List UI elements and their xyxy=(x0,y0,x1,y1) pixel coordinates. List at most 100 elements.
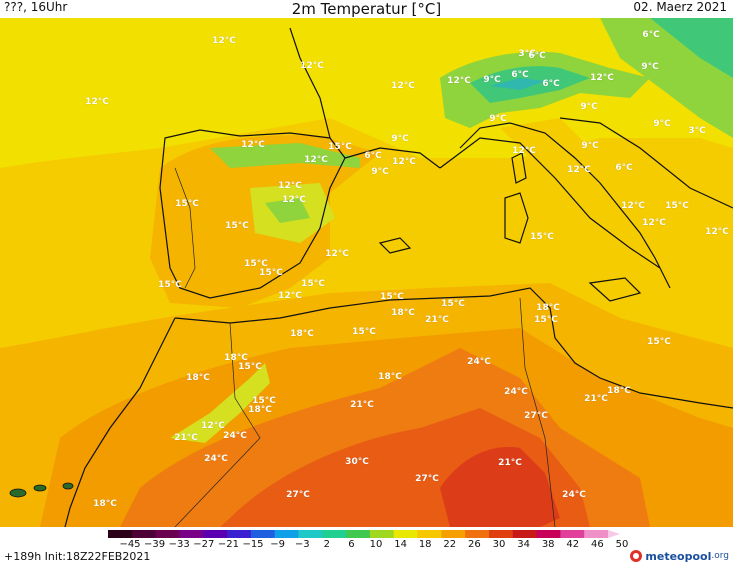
temperature-label: 9°C xyxy=(483,75,501,85)
temperature-label: 27°C xyxy=(524,411,548,421)
portugal-border xyxy=(174,167,196,289)
brand-logo[interactable]: meteopool .org xyxy=(629,547,729,565)
temperature-label: 12°C xyxy=(447,76,471,86)
temperature-label: 21°C xyxy=(174,433,198,443)
colorbar-tick-label: 2 xyxy=(323,539,330,550)
temperature-label: 21°C xyxy=(498,458,522,468)
temperature-label: 15°C xyxy=(380,292,404,302)
temperature-label: 15°C xyxy=(534,315,558,325)
colorbar-tick-label: −39 xyxy=(144,539,166,550)
iberia-coast xyxy=(159,129,346,299)
temperature-label: 9°C xyxy=(641,62,659,72)
temperature-label: 9°C xyxy=(489,114,507,124)
temperature-label: 6°C xyxy=(615,163,633,173)
temperature-map: 12°C 12°C 12°C 6°C 3°C 6°C 6°C 9°C 12°C 12°C 9°C 12… xyxy=(0,18,733,527)
colorbar-tick-label: 10 xyxy=(369,539,383,550)
temperature-label: 9°C xyxy=(581,141,599,151)
canary-islands xyxy=(9,482,74,498)
globe-icon xyxy=(630,550,643,562)
corsica-coast xyxy=(511,152,527,184)
canary-island xyxy=(62,482,74,490)
atlantic-africa-coast xyxy=(64,317,176,527)
temperature-label: 15°C xyxy=(238,362,262,372)
colorbar-segment xyxy=(274,530,299,538)
temperature-colorbar xyxy=(108,530,620,538)
temperature-label: 18°C xyxy=(248,405,272,415)
temperature-label: 21°C xyxy=(350,400,374,410)
temperature-label: 6°C xyxy=(528,51,546,61)
model-run-info: +189h Init:18Z22FEB2021 xyxy=(4,550,151,563)
map-title: 2m Temperatur [°C] xyxy=(291,0,442,18)
temperature-label: 24°C xyxy=(562,490,586,500)
colorbar-segment xyxy=(250,530,276,538)
colorbar-tick-label: −15 xyxy=(242,539,264,550)
temperature-label: 15°C xyxy=(647,337,671,347)
temperature-label: 3°C xyxy=(518,49,536,59)
colorbar-segment xyxy=(203,530,228,538)
italy-land-band xyxy=(500,118,690,318)
temperature-label: 12°C xyxy=(201,421,225,431)
temperature-label: 12°C xyxy=(590,73,614,83)
colorbar-tick-label: 30 xyxy=(492,539,506,550)
temperature-label: 30°C xyxy=(345,457,369,467)
sicily-coast xyxy=(588,277,642,302)
colorbar-tick-label: −33 xyxy=(168,539,190,550)
colorbar-tick-label: 14 xyxy=(394,539,407,550)
temperature-label: 12°C xyxy=(278,291,302,301)
sardinia-coast xyxy=(504,192,529,244)
colorbar-tick-label: 38 xyxy=(541,539,555,550)
colorbar-tick-label: 42 xyxy=(566,539,580,550)
temperature-label: 12°C xyxy=(304,155,328,165)
colorbar-segment xyxy=(560,530,585,538)
atlas-cold-band xyxy=(170,363,270,443)
temperature-label: 24°C xyxy=(204,454,228,464)
colorbar-tick-label: 6 xyxy=(348,539,355,550)
colorbar-segment xyxy=(155,530,180,538)
temperature-label: 12°C xyxy=(621,201,645,211)
colorbar-tick-label: −21 xyxy=(217,539,239,550)
country-borders xyxy=(174,167,556,527)
colorbar-tick-label: 50 xyxy=(615,539,629,550)
canary-island xyxy=(33,484,47,492)
temperature-label: 18°C xyxy=(224,353,248,363)
temperature-label: 6°C xyxy=(642,30,660,40)
colorbar-ticks: −45 −39 −33 −27 −21 −15 −9 −3 2 6 10 14 18 22 26 30 34 38… xyxy=(0,539,733,552)
temperature-label: 12°C xyxy=(278,181,302,191)
forecast-day-label: ???, 16Uhr xyxy=(4,0,68,14)
temperature-label: 15°C xyxy=(665,201,689,211)
canary-island xyxy=(9,488,27,498)
colorbar-segment xyxy=(488,530,514,538)
temperature-label: 15°C xyxy=(225,221,249,231)
balkan-coast xyxy=(559,117,733,209)
temperature-label: 6°C xyxy=(542,79,560,89)
temperature-label: 9°C xyxy=(371,167,389,177)
colorbar-tick-label: 46 xyxy=(591,539,604,550)
temperature-label: 18°C xyxy=(93,499,117,509)
temperature-label: 12°C xyxy=(642,218,666,228)
colorbar-segment xyxy=(441,530,466,538)
zone-30-core xyxy=(440,447,560,527)
temperature-label: 9°C xyxy=(580,102,598,112)
temperature-label: 15°C xyxy=(244,259,268,269)
africa-coast xyxy=(174,287,733,409)
logo-suffix: .org xyxy=(711,551,729,561)
colorbar-segment xyxy=(512,530,538,538)
temperature-label: 12°C xyxy=(212,36,236,46)
temperature-label: 12°C xyxy=(512,146,536,156)
temperature-label: 12°C xyxy=(300,61,324,71)
colorbar-tick-label: −3 xyxy=(294,539,310,550)
forecast-date: 02. Maerz 2021 xyxy=(633,0,727,14)
temperature-label: 18°C xyxy=(536,303,560,313)
temperature-label: 18°C xyxy=(607,386,631,396)
france-coast xyxy=(289,27,441,169)
temperature-label: 18°C xyxy=(391,308,415,318)
temperature-label: 27°C xyxy=(415,474,439,484)
temperature-label: 12°C xyxy=(241,140,265,150)
colorbar-segment xyxy=(393,530,419,538)
balkan-colder-band xyxy=(650,18,733,78)
temperature-label: 15°C xyxy=(175,199,199,209)
colorbar-tick-label: 18 xyxy=(418,539,432,550)
temperature-label: 15°C xyxy=(158,280,182,290)
temperature-label: 12°C xyxy=(567,165,591,175)
temperature-label: 9°C xyxy=(391,134,409,144)
